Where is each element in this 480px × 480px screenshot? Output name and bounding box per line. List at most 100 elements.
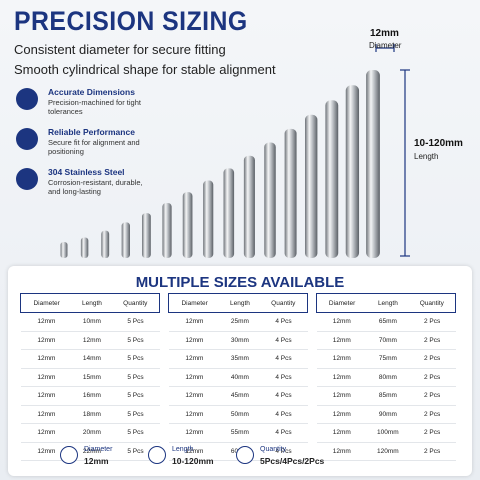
table-cell: 5 Pcs	[111, 405, 160, 424]
table-cell: 70mm	[367, 331, 409, 350]
table-row: 12mm 15mm 5 Pcs	[20, 368, 160, 387]
table-cell: 2 Pcs	[408, 386, 456, 406]
table-cell: 5 Pcs	[111, 442, 160, 461]
feature-description: Precision-machined for tight tolerances	[48, 98, 141, 116]
pin	[142, 213, 151, 258]
table-cell: 40mm	[220, 368, 260, 387]
summary-value: 5Pcs/4Pcs/2Pcs	[260, 456, 325, 466]
table-row: 12mm 120mm 2 Pcs	[316, 442, 456, 461]
table-cell: 4 Pcs	[259, 349, 308, 369]
table-header-cell: Diameter	[168, 293, 221, 313]
size-table: Diameter Length Quantity 12mm 65mm 2 Pcs 12mm 7…	[316, 293, 456, 461]
table-cell: 12mm	[168, 405, 221, 424]
pin	[243, 155, 255, 258]
table-row: 12mm 22mm 5 Pcs	[20, 442, 160, 461]
table-row: 12mm 25mm 4 Pcs	[168, 312, 308, 332]
table-row: 12mm 45mm 4 Pcs	[168, 386, 308, 406]
table-cell: 75mm	[367, 349, 409, 369]
pin	[223, 168, 235, 258]
summary-icon	[148, 446, 166, 464]
table-cell: 14mm	[72, 349, 112, 369]
table-cell: 12mm	[168, 423, 221, 443]
table-cell: 12mm	[316, 405, 368, 424]
table-row: 12mm 40mm 4 Pcs	[168, 368, 308, 387]
pin	[264, 142, 276, 258]
table-cell: 20mm	[72, 423, 112, 443]
table-row: 12mm 35mm 4 Pcs	[168, 349, 308, 369]
table-cell: 4 Pcs	[259, 386, 308, 406]
table-cell: 15mm	[72, 368, 112, 387]
table-cell: 5 Pcs	[111, 331, 160, 350]
table-cell: 2 Pcs	[408, 405, 456, 424]
table-cell: 12mm	[316, 331, 368, 350]
table-cell: 4 Pcs	[259, 331, 308, 350]
table-cell: 12mm	[316, 386, 368, 406]
table-row: 12mm 14mm 5 Pcs	[20, 349, 160, 369]
pins-graphic	[60, 44, 410, 259]
feature-title: Accurate Dimensions	[48, 87, 135, 97]
table-cell: 2 Pcs	[408, 368, 456, 387]
table-cell: 12mm	[168, 331, 221, 350]
table-cell: 12mm	[72, 331, 112, 350]
table-row: 12mm 16mm 5 Pcs	[20, 386, 160, 406]
summary-value: 10-120mm	[172, 456, 214, 466]
table-row: 12mm 50mm 4 Pcs	[168, 405, 308, 424]
table-row: 12mm 100mm 2 Pcs	[316, 423, 456, 443]
table-row: 12mm 70mm 2 Pcs	[316, 331, 456, 350]
title: PRECISION SIZING	[14, 6, 248, 36]
feature-icon	[16, 88, 38, 110]
table-cell: 12mm	[20, 368, 73, 387]
table-cell: 12mm	[20, 331, 73, 350]
feature-description: Corrosion-resistant, durable, and long-l…	[48, 178, 143, 196]
pin	[101, 230, 110, 258]
pin	[60, 242, 68, 258]
table-cell: 30mm	[220, 331, 260, 350]
table-cell: 12mm	[20, 442, 73, 461]
table-cell: 90mm	[367, 405, 409, 424]
table-header-cell: Diameter	[316, 293, 368, 313]
table-cell: 12mm	[168, 349, 221, 369]
table-cell: 12mm	[168, 442, 221, 461]
summary-icon	[236, 446, 254, 464]
table-header-row: Diameter Length Quantity	[168, 293, 308, 313]
table-row: 12mm 75mm 2 Pcs	[316, 349, 456, 369]
section-title: MULTIPLE SIZES AVAILABLE	[135, 274, 345, 291]
summary-label: Diameter	[84, 446, 113, 453]
table-cell: 2 Pcs	[408, 331, 456, 350]
pin	[366, 70, 380, 258]
pin	[325, 100, 339, 259]
summary-icon	[60, 446, 78, 464]
table-cell: 12mm	[316, 349, 368, 369]
dimension-value: 10-120mm	[414, 138, 463, 149]
table-cell: 10mm	[72, 312, 112, 332]
summary-label: Quantity	[260, 446, 287, 453]
table-header-cell: Quantity	[259, 293, 308, 313]
table-header-cell: Quantity	[111, 293, 160, 313]
feature-icon	[16, 128, 38, 150]
table-cell: 85mm	[367, 386, 409, 406]
feature-title: Reliable Performance	[48, 127, 135, 137]
table-header-row: Diameter Length Quantity	[20, 293, 160, 313]
table-header-cell: Length	[220, 293, 260, 313]
table-cell: 12mm	[316, 368, 368, 387]
subtitle: Consistent diameter for secure fitting	[14, 42, 226, 57]
table-row: 12mm 12mm 5 Pcs	[20, 331, 160, 350]
size-table: Diameter Length Quantity 12mm 25mm 4 Pcs 12mm 3…	[168, 293, 308, 461]
table-cell: 5 Pcs	[111, 368, 160, 387]
table-cell: 4 Pcs	[259, 423, 308, 443]
table-row: 12mm 30mm 4 Pcs	[168, 331, 308, 350]
table-cell: 2 Pcs	[408, 442, 456, 461]
table-cell: 80mm	[367, 368, 409, 387]
table-cell: 5 Pcs	[111, 386, 160, 406]
pin	[203, 180, 214, 258]
table-row: 12mm 10mm 5 Pcs	[20, 312, 160, 332]
pin	[345, 85, 360, 258]
table-cell: 100mm	[367, 423, 409, 443]
table-row: 12mm 55mm 4 Pcs	[168, 423, 308, 443]
pin	[162, 202, 172, 258]
table-cell: 12mm	[168, 386, 221, 406]
table-row: 12mm 65mm 2 Pcs	[316, 312, 456, 332]
size-table: Diameter Length Quantity 12mm 10mm 5 Pcs 12mm 1…	[20, 293, 160, 461]
table-header-cell: Length	[72, 293, 112, 313]
